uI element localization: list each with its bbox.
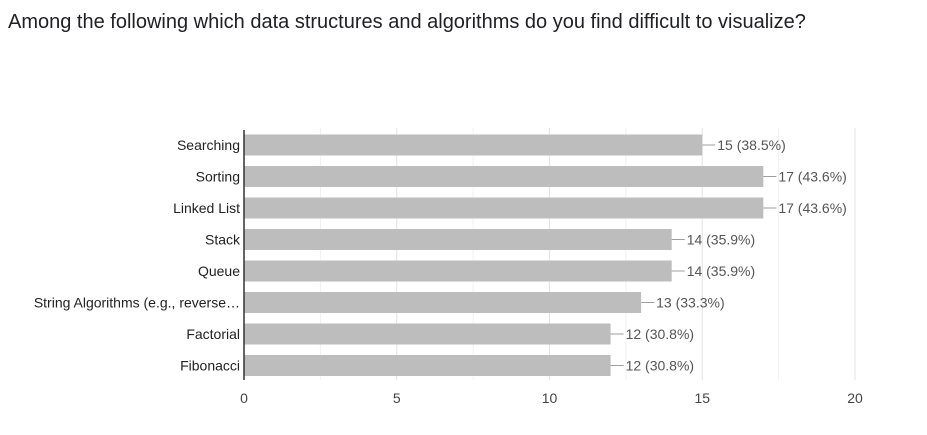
category-label: String Algorithms (e.g., reverse… bbox=[34, 295, 240, 311]
data-labels: 15 (38.5%) 17 (43.6%) 17 (43.6%) 14 (35.9%)… bbox=[626, 137, 847, 374]
data-label: 17 (43.6%) bbox=[778, 200, 846, 216]
data-label: 13 (33.3%) bbox=[656, 295, 724, 311]
data-label: 14 (35.9%) bbox=[687, 263, 755, 279]
category-label: Queue bbox=[198, 263, 240, 279]
question-title: Among the following which data structure… bbox=[8, 11, 806, 33]
bar bbox=[244, 229, 672, 250]
bar bbox=[244, 134, 703, 156]
x-tick-label: 15 bbox=[694, 390, 710, 406]
category-label: Sorting bbox=[196, 169, 240, 185]
bar bbox=[244, 323, 611, 345]
bar bbox=[244, 197, 764, 219]
category-label: Fibonacci bbox=[180, 358, 240, 374]
x-tick-label: 20 bbox=[847, 390, 863, 406]
data-label: 12 (30.8%) bbox=[626, 326, 694, 342]
category-label: Stack bbox=[205, 232, 241, 248]
data-label-leaders bbox=[610, 144, 777, 366]
data-label: 15 (38.5%) bbox=[717, 137, 785, 153]
x-tick-label: 0 bbox=[240, 390, 248, 406]
bar bbox=[244, 166, 764, 187]
x-tick-label: 5 bbox=[393, 390, 401, 406]
bars bbox=[244, 134, 764, 376]
category-label: Factorial bbox=[186, 326, 240, 342]
data-label: 14 (35.9%) bbox=[687, 232, 755, 248]
category-label: Linked List bbox=[173, 200, 240, 216]
x-tick-label: 10 bbox=[542, 390, 558, 406]
data-label: 17 (43.6%) bbox=[778, 169, 846, 185]
x-tick-labels: 0 5 10 15 20 bbox=[240, 390, 863, 406]
data-label: 12 (30.8%) bbox=[626, 358, 694, 374]
category-label: Searching bbox=[177, 137, 240, 153]
bar bbox=[244, 355, 611, 376]
category-labels: Searching Sorting Linked List Stack Queue Str… bbox=[34, 137, 241, 374]
bar bbox=[244, 260, 672, 282]
bar bbox=[244, 292, 642, 313]
